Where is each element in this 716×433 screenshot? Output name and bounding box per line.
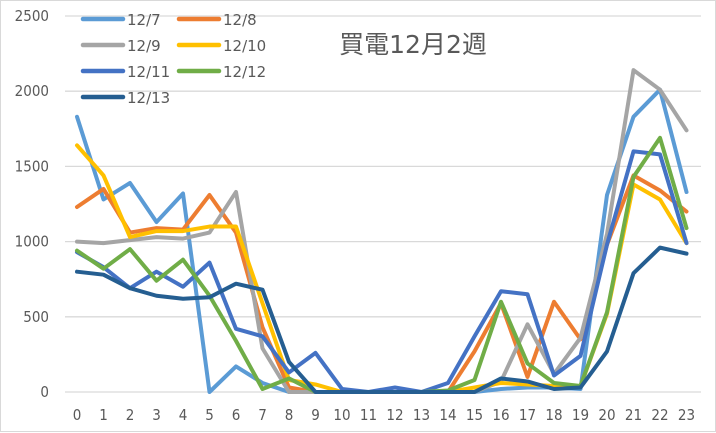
x-tick-label: 7 (258, 406, 267, 424)
x-tick-label: 18 (545, 406, 562, 424)
x-tick-label: 15 (466, 406, 483, 424)
chart-title: 買電12月2週 (339, 30, 487, 59)
x-tick-label: 11 (360, 406, 377, 424)
x-tick-label: 0 (73, 406, 82, 424)
x-tick-label: 20 (598, 406, 615, 424)
legend-item: 12/12 (176, 63, 266, 81)
x-axis-ticks: 0 1 2 3 4 5 6 7 8 9 10 11 12 13 14 15 16 17 18 19 20 21 22 23 (73, 406, 695, 424)
x-tick-label: 19 (572, 406, 589, 424)
x-tick-label: 2 (126, 406, 135, 424)
legend-label: 12/10 (223, 37, 266, 55)
x-tick-label: 23 (678, 406, 695, 424)
x-tick-label: 9 (311, 406, 320, 424)
series-lines (75, 68, 689, 394)
x-tick-label: 4 (179, 406, 188, 424)
x-tick-label: 22 (651, 406, 668, 424)
legend-label: 12/11 (127, 63, 170, 81)
x-tick-label: 12 (386, 406, 403, 424)
series-line-12-12 (75, 135, 689, 394)
x-tick-label: 10 (333, 406, 350, 424)
y-axis-ticks: 0 500 1000 1500 2000 2500 (15, 7, 49, 401)
legend-item: 12/10 (176, 37, 266, 55)
y-tick-label: 500 (23, 308, 49, 326)
y-tick-label: 1000 (15, 233, 49, 251)
x-tick-label: 5 (205, 406, 214, 424)
x-tick-label: 16 (492, 406, 509, 424)
legend-label: 12/7 (127, 11, 161, 29)
series-line-12-11 (75, 149, 689, 394)
y-tick-label: 1500 (15, 157, 49, 175)
legend: 12/7 12/8 12/9 12/10 12/11 12/12 12/13 (80, 11, 266, 107)
x-tick-label: 6 (232, 406, 241, 424)
gridlines (65, 15, 701, 393)
y-tick-label: 2000 (15, 82, 49, 100)
legend-label: 12/8 (223, 11, 257, 29)
y-tick-label: 2500 (15, 7, 49, 25)
legend-item: 12/11 (80, 63, 170, 81)
legend-item: 12/13 (80, 89, 170, 107)
x-tick-label: 14 (439, 406, 456, 424)
legend-label: 12/12 (223, 63, 266, 81)
legend-label: 12/9 (127, 37, 161, 55)
legend-label: 12/13 (127, 89, 170, 107)
y-tick-label: 0 (40, 383, 49, 401)
x-tick-label: 13 (413, 406, 430, 424)
legend-item: 12/8 (176, 11, 257, 29)
x-tick-label: 3 (152, 406, 161, 424)
legend-item: 12/9 (80, 37, 161, 55)
x-tick-label: 21 (625, 406, 642, 424)
legend-item: 12/7 (80, 11, 161, 29)
series-line-12-13 (75, 245, 689, 394)
x-tick-label: 1 (99, 406, 108, 424)
x-tick-label: 8 (285, 406, 294, 424)
x-tick-label: 17 (519, 406, 536, 424)
